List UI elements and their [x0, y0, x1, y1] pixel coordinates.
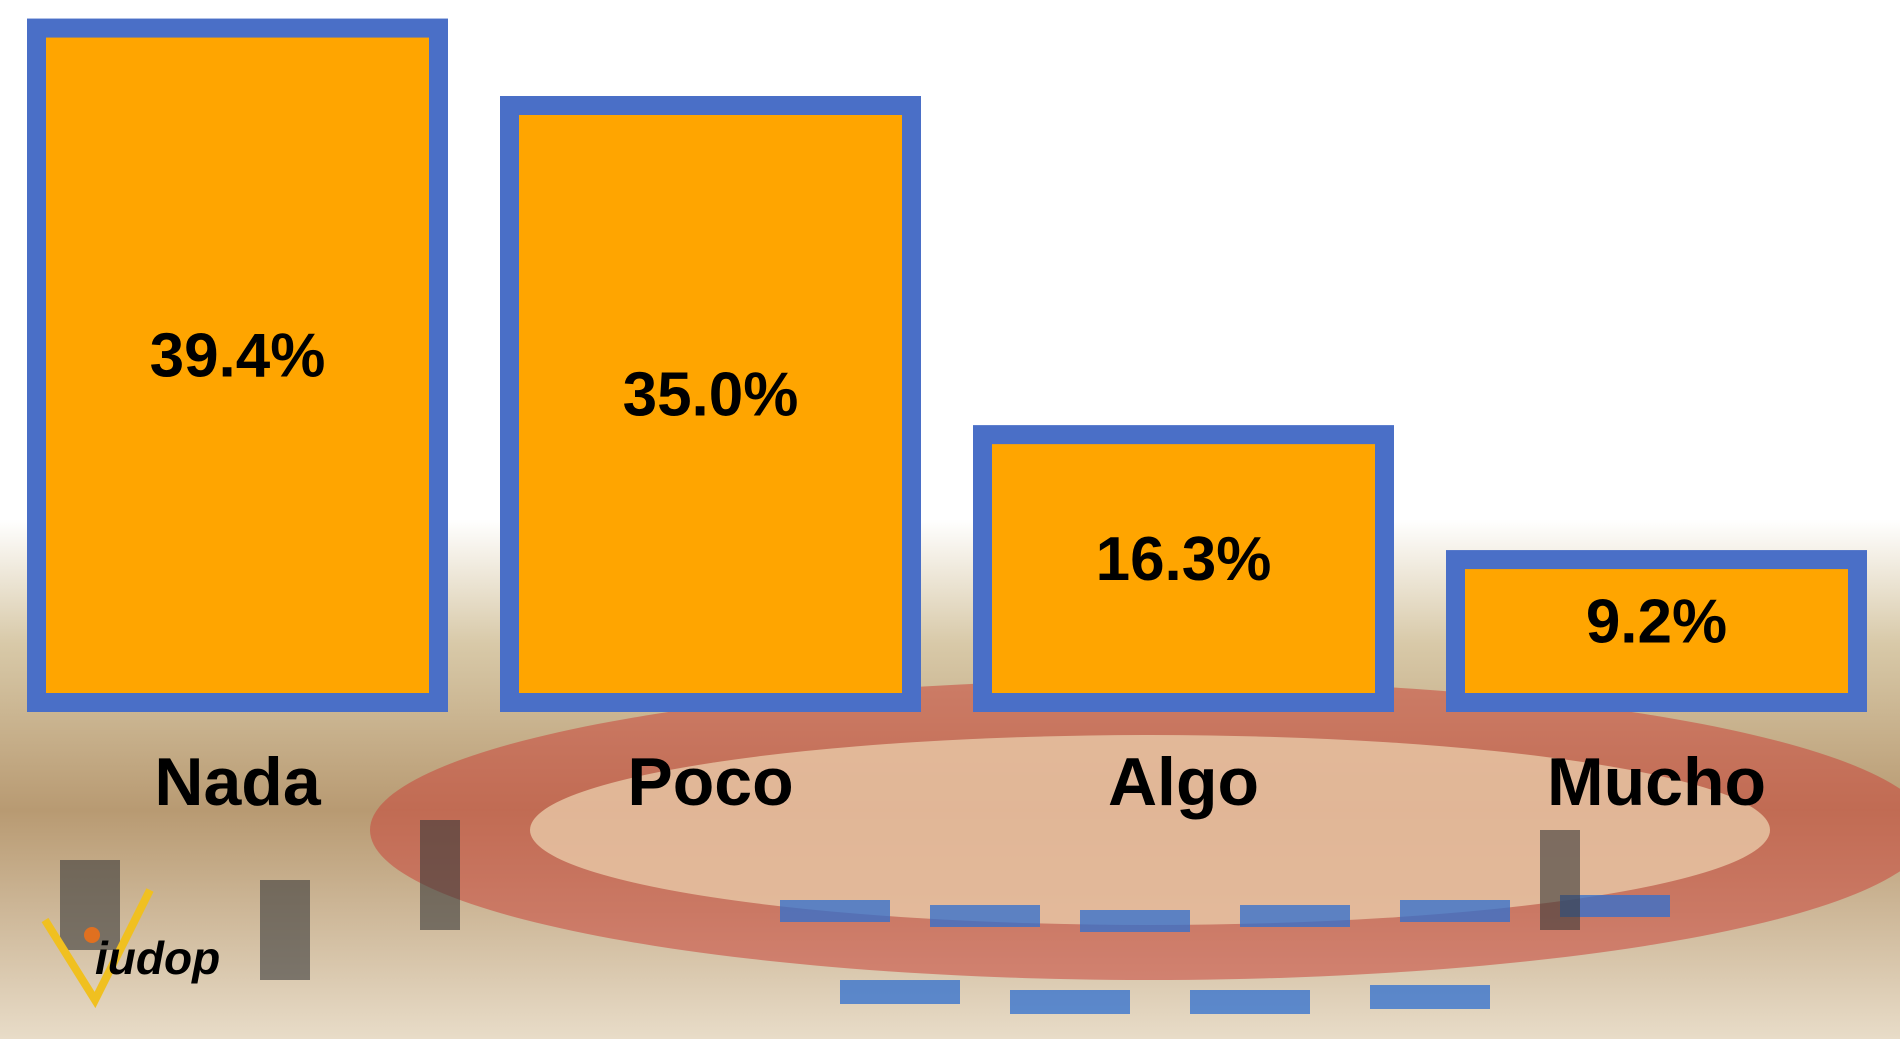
x-tick-label: Nada [154, 744, 321, 820]
logo-text: iudop [95, 932, 220, 984]
x-tick-label: Algo [1108, 744, 1259, 820]
value-label: 16.3% [1096, 525, 1272, 594]
bar [27, 18, 448, 713]
logo-mark [41, 888, 154, 1009]
value-label: 35.0% [623, 360, 799, 429]
bar [500, 96, 921, 712]
value-label: 39.4% [150, 322, 326, 391]
x-tick-label: Poco [627, 744, 793, 820]
value-label: 9.2% [1586, 587, 1727, 656]
bar [973, 425, 1394, 712]
x-tick-label: Mucho [1547, 744, 1766, 820]
bar [1446, 550, 1867, 713]
